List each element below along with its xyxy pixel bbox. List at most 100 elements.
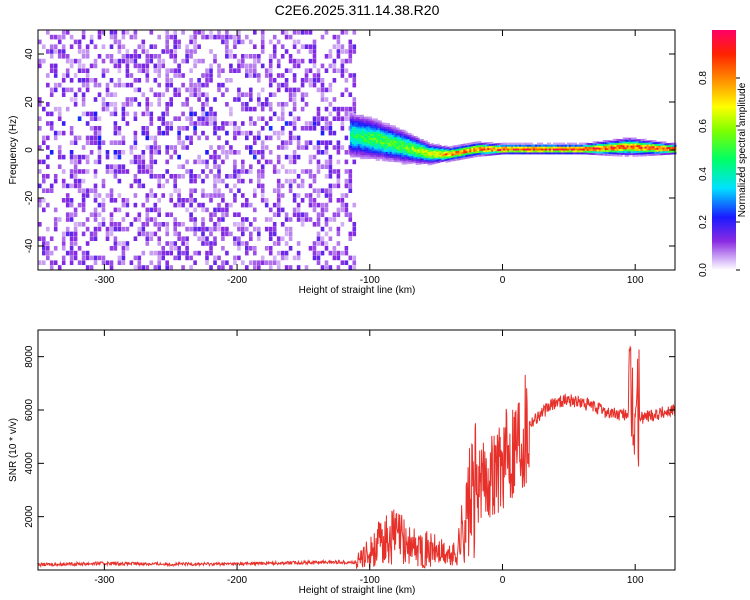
heatmap-cell: [225, 250, 229, 256]
heatmap-cell: [340, 106, 345, 112]
heatmap-cell: [405, 162, 408, 165]
heatmap-cell: [237, 255, 241, 261]
heatmap-cell: [644, 142, 647, 145]
heatmap-cell: [369, 145, 372, 148]
heatmap-cell: [574, 146, 577, 149]
heatmap-cell: [435, 149, 438, 153]
heatmap-cell: [513, 146, 516, 149]
heatmap-cell: [449, 150, 452, 153]
heatmap-cell: [560, 142, 564, 145]
heatmap-cell: [177, 92, 181, 97]
heatmap-cell: [149, 236, 154, 241]
heatmap-cell: [245, 145, 249, 150]
heatmap-cell: [185, 241, 189, 246]
heatmap-cell: [348, 92, 353, 97]
heatmap-cell: [109, 78, 114, 83]
heatmap-cell: [249, 164, 253, 169]
heatmap-cell: [349, 149, 353, 152]
heatmap-cell: [375, 154, 378, 157]
heatmap-cell: [381, 128, 384, 131]
heatmap-cell: [425, 151, 428, 155]
heatmap-cell: [357, 149, 360, 152]
heatmap-cell: [570, 144, 573, 147]
heatmap-cell: [353, 143, 356, 146]
heatmap-cell: [169, 54, 173, 59]
heatmap-cell: [409, 155, 412, 159]
heatmap-cell: [69, 126, 74, 131]
heatmap-cell: [93, 97, 98, 102]
heatmap-cell: [149, 260, 154, 265]
heatmap-cell: [81, 49, 86, 54]
heatmap-cell: [185, 49, 189, 54]
heatmap-cell: [165, 49, 169, 54]
heatmap-cell: [666, 150, 669, 153]
heatmap-cell: [197, 82, 201, 88]
heatmap-cell: [419, 158, 422, 161]
heatmap-cell: [411, 155, 414, 158]
heatmap-cell: [630, 137, 633, 140]
heatmap-cell: [292, 106, 297, 112]
heatmap-cell: [197, 97, 201, 102]
heatmap-cell: [304, 145, 309, 150]
heatmap-cell: [308, 82, 313, 88]
heatmap-cell: [363, 155, 366, 158]
heatmap-cell: [423, 152, 426, 155]
heatmap-cell: [483, 154, 486, 157]
heatmap-cell: [359, 153, 362, 156]
heatmap-cell: [391, 142, 394, 145]
heatmap-cell: [608, 151, 611, 155]
heatmap-cell: [49, 63, 54, 69]
heatmap-cell: [411, 142, 414, 145]
heatmap-cell: [221, 126, 225, 131]
heatmap-cell: [566, 148, 569, 151]
heatmap-cell: [46, 111, 50, 117]
heatmap-cell: [61, 255, 66, 261]
heatmap-cell: [57, 217, 62, 222]
heatmap-cell: [355, 143, 358, 146]
heatmap-cell: [249, 178, 253, 184]
heatmap-cell: [379, 141, 382, 144]
heatmap-cell: [121, 198, 126, 203]
heatmap-cell: [332, 34, 337, 40]
heatmap-cell: [363, 147, 366, 150]
heatmap-cell: [105, 87, 110, 93]
heatmap-cell: [353, 139, 356, 142]
heatmap-cell: [348, 188, 353, 193]
heatmap-cell: [336, 49, 341, 54]
heatmap-cell: [463, 149, 466, 152]
heatmap-cell: [89, 116, 94, 121]
heatmap-cell: [304, 121, 309, 126]
heatmap-cell: [241, 121, 245, 126]
heatmap-cell: [161, 63, 165, 69]
heatmap-cell: [359, 118, 362, 121]
heatmap-cell: [467, 146, 470, 149]
heatmap-cell: [185, 159, 189, 165]
heatmap-cell: [46, 250, 50, 256]
heatmap-cell: [375, 137, 378, 140]
heatmap-cell: [403, 147, 406, 150]
heatmap-cell: [177, 135, 181, 141]
heatmap-cell: [137, 183, 142, 189]
heatmap-cell: [584, 144, 587, 147]
heatmap-cell: [209, 198, 213, 203]
heatmap-cell: [507, 142, 510, 145]
heatmap-cell: [177, 236, 181, 241]
heatmap-cell: [113, 241, 118, 246]
heatmap-cell: [225, 130, 229, 136]
heatmap-cell: [475, 147, 478, 150]
heatmap-cell: [662, 151, 665, 154]
heatmap-cell: [296, 140, 301, 145]
heatmap-cell: [598, 153, 601, 156]
heatmap-cell: [439, 148, 442, 151]
heatmap-cell: [357, 118, 360, 121]
heatmap-cell: [225, 39, 229, 45]
heatmap-cell: [383, 130, 386, 133]
heatmap-cell: [630, 141, 633, 144]
heatmap-cell: [260, 140, 265, 145]
heatmap-cell: [46, 164, 50, 169]
heatmap-cell: [105, 236, 110, 241]
heatmap-cell: [566, 150, 569, 153]
heatmap-cell: [69, 198, 74, 203]
heatmap-cell: [229, 265, 233, 270]
heatmap-cell: [233, 260, 237, 265]
